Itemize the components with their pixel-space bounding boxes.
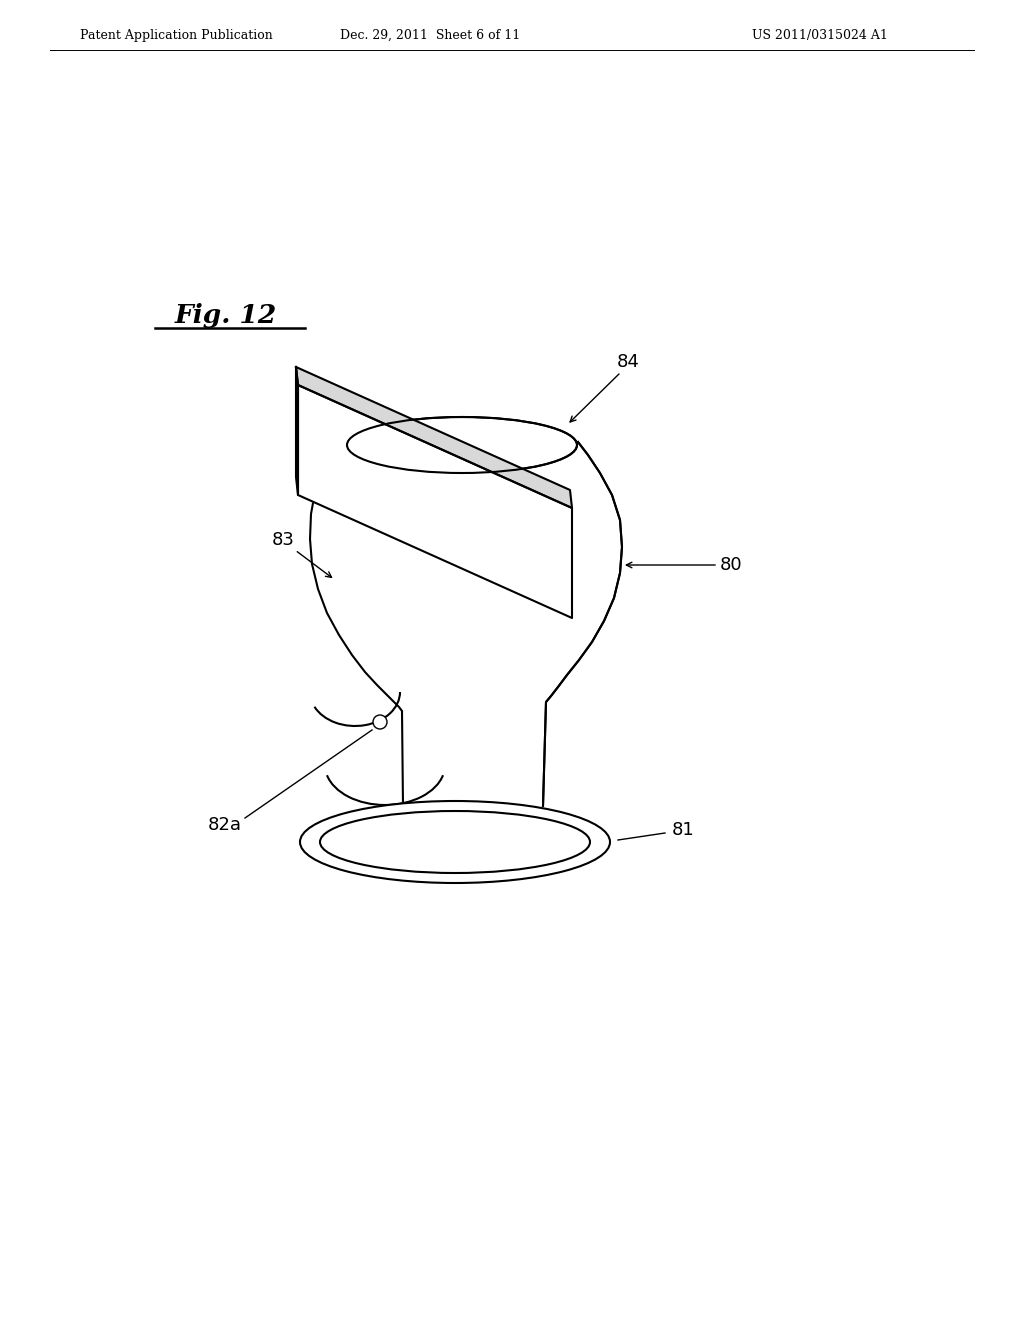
Text: 84: 84 bbox=[616, 352, 639, 371]
Text: 81: 81 bbox=[672, 821, 694, 840]
Circle shape bbox=[373, 715, 387, 729]
Text: 83: 83 bbox=[490, 550, 513, 569]
Text: Fig. 12: Fig. 12 bbox=[175, 302, 278, 327]
Text: 82a: 82a bbox=[208, 816, 242, 834]
Text: 80: 80 bbox=[720, 556, 742, 574]
Text: Dec. 29, 2011  Sheet 6 of 11: Dec. 29, 2011 Sheet 6 of 11 bbox=[340, 29, 520, 41]
Ellipse shape bbox=[347, 417, 577, 473]
Polygon shape bbox=[296, 367, 572, 508]
Text: Patent Application Publication: Patent Application Publication bbox=[80, 29, 272, 41]
Text: 83: 83 bbox=[271, 531, 295, 549]
Ellipse shape bbox=[319, 810, 590, 873]
Text: US 2011/0315024 A1: US 2011/0315024 A1 bbox=[752, 29, 888, 41]
Polygon shape bbox=[298, 385, 572, 618]
Polygon shape bbox=[296, 367, 298, 495]
Ellipse shape bbox=[300, 801, 610, 883]
Text: 82: 82 bbox=[421, 421, 443, 440]
